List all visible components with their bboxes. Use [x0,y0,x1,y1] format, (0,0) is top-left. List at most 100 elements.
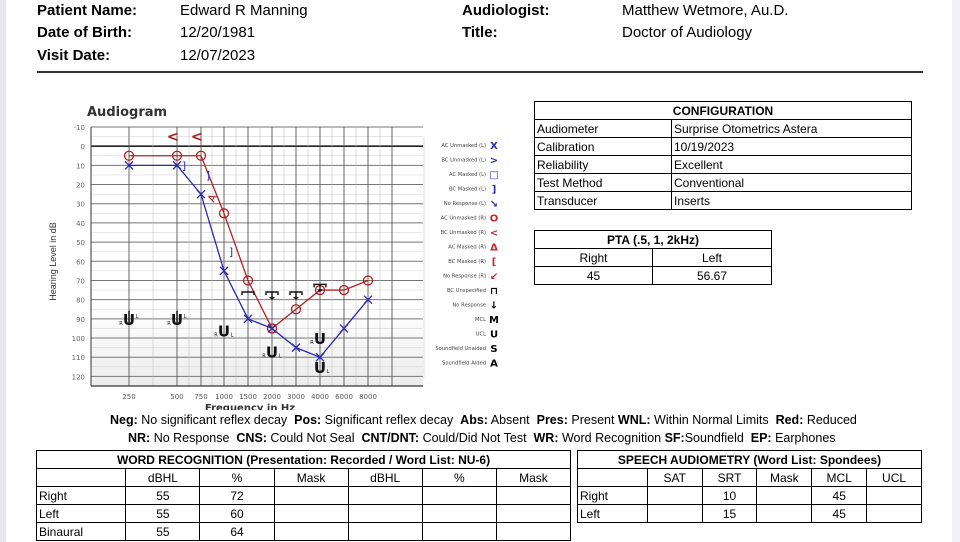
configuration-title: CONFIGURATION [534,101,912,120]
table-cell [646,504,703,523]
speech-audiometry-title: SPEECH AUDIOMETRY (Word List: Spondees) [577,450,922,469]
patient-name-label: Patient Name: [37,2,138,19]
table-cell [756,504,813,523]
table-cell [866,486,922,505]
svg-text:Audiogram: Audiogram [87,105,167,120]
column-header: % [421,468,497,487]
abbreviation-key: Pres: [536,413,568,427]
svg-text:AC Unmasked (L): AC Unmasked (L) [441,143,486,149]
configuration-value: 10/19/2023 [671,137,912,156]
abbreviation-meaning: Absent [487,413,537,427]
table-cell [347,486,423,505]
abbreviation-meaning: Word Recognition [558,431,665,445]
svg-text:No Response: No Response [452,303,486,309]
table-cell [347,504,423,523]
dob-label: Date of Birth: [37,24,132,41]
audiogram-svg: Audiogram-10 0 10 20 30 40 50 60 70 80 90 100 110 120… [48,105,499,410]
table-row: Right 55 72 [35,486,572,505]
svg-text:Soundfield Unaided: Soundfield Unaided [435,346,486,352]
table-cell: 72 [199,486,275,505]
table-cell [421,522,497,541]
speech-audiometry-table: SPEECH AUDIOMETRY (Word List: Spondees) … [577,450,922,523]
svg-text:A: A [490,359,498,370]
svg-text:4000: 4000 [311,393,329,401]
svg-text:>: > [490,156,498,167]
row-label: Binaural [35,522,127,541]
table-cell [273,522,349,541]
pta-title: PTA (.5, 1, 2kHz) [534,230,772,249]
svg-text:L: L [279,353,282,359]
svg-text:750: 750 [194,393,207,401]
patient-header: Patient Name: Edward R Manning Date of B… [0,0,960,72]
abbreviation-meaning: No significant reflex decay [137,413,295,427]
svg-text:U: U [490,330,498,341]
svg-text:R: R [262,353,266,359]
svg-text:↘: ↘ [490,199,498,210]
configuration-value: Surprise Otometrics Astera [671,119,912,138]
column-header: MCL [811,468,868,487]
audiologist-value: Matthew Wetmore, Au.D. [622,2,789,19]
svg-text:R: R [167,321,171,327]
configuration-row: Calibration 10/19/2023 [534,137,912,156]
svg-text:500: 500 [170,393,183,401]
abbreviation-key: Red: [775,413,804,427]
audiogram-chart: Audiogram -10 0 10 20 30 40 50 60 70 80 90 100 110 120… [40,100,510,410]
abbreviation-meaning: Soundfield [684,431,751,445]
scrollbar-track[interactable] [952,0,960,542]
svg-text:Frequency in Hz: Frequency in Hz [205,403,295,410]
abbreviation-key: EP: [750,431,772,445]
table-header-row: SAT SRT Mask MCL UCL [577,468,922,487]
svg-text:100: 100 [72,335,85,343]
svg-text:BC Unspecified: BC Unspecified [447,288,486,294]
svg-text:20: 20 [76,182,85,190]
svg-text:-10: -10 [74,124,85,132]
svg-text:80: 80 [76,297,85,305]
configuration-value: Conventional [671,173,912,192]
configuration-value: Inserts [671,191,912,210]
table-cell: 55 [125,522,201,541]
svg-text:UCL: UCL [476,332,486,338]
svg-text:MCL: MCL [475,317,486,323]
table-cell: 45 [811,504,868,523]
svg-text:M: M [489,315,499,326]
svg-text:AC Masked (L): AC Masked (L) [449,172,486,178]
svg-text:S: S [490,344,497,355]
svg-text:AC Masked (R): AC Masked (R) [448,245,486,251]
visit-date-label: Visit Date: [37,47,111,64]
abbreviation-key: NR: [128,431,151,445]
svg-text:No Response (L): No Response (L) [444,201,486,207]
svg-text:↙: ↙ [490,272,498,283]
column-header: Mask [756,468,813,487]
svg-text:L: L [327,369,330,375]
svg-text:50: 50 [76,239,85,247]
column-header [35,468,127,487]
svg-text:L: L [231,332,234,338]
table-cell [866,504,922,523]
row-label: Left [35,504,127,523]
svg-text:1000: 1000 [215,393,233,401]
table-cell [347,522,423,541]
table-cell [421,486,497,505]
abbreviation-key: Neg: [110,413,138,427]
page-left-edge [0,0,6,542]
svg-text:Soundfield Aided: Soundfield Aided [442,361,486,367]
svg-text:AC Unmasked (R): AC Unmasked (R) [441,216,486,222]
pta-left-label: Left [652,248,772,267]
abbreviation-key: CNT/DNT: [361,431,420,445]
column-header: UCL [866,468,922,487]
table-cell [495,486,572,505]
table-cell [646,486,703,505]
configuration-row: Reliability Excellent [534,155,912,174]
row-label: Right [35,486,127,505]
patient-name: Edward R Manning [180,2,308,19]
svg-text:250: 250 [122,393,135,401]
svg-text:U: U [266,343,278,361]
column-header: % [199,468,275,487]
svg-text:BC Unmasked (R): BC Unmasked (R) [441,230,486,236]
title-label: Title: [462,24,498,41]
abbreviation-meaning: Within Normal Limits [650,413,776,427]
abbreviation-key: Abs: [460,413,488,427]
svg-text:110: 110 [72,354,85,362]
audiologist-label: Audiologist: [462,2,550,19]
abbreviation-meaning: Could Not Seal [266,431,362,445]
